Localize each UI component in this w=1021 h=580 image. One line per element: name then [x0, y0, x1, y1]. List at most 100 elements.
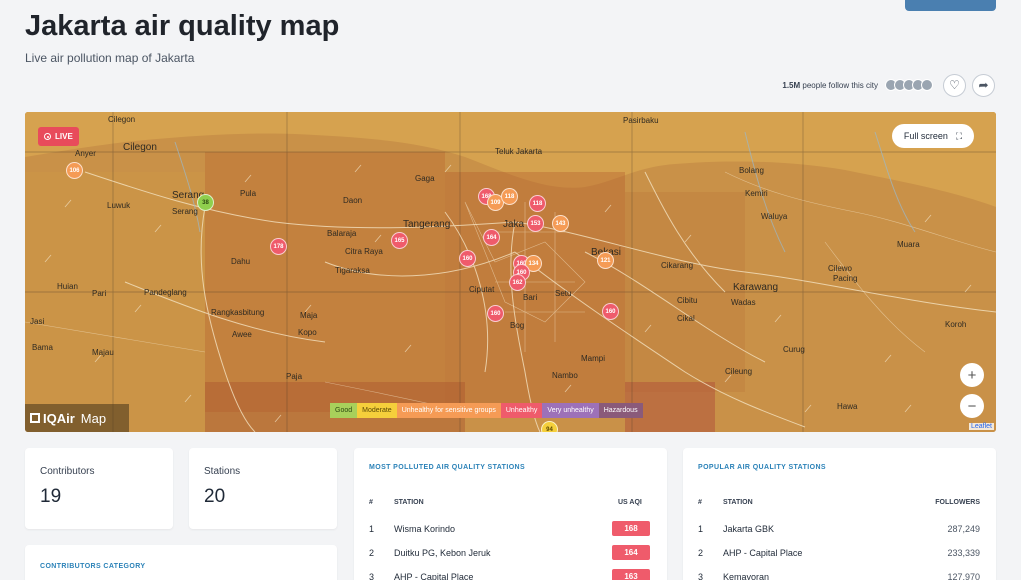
zoom-out-button[interactable]: −	[960, 394, 984, 418]
aqi-badge: 164	[612, 545, 650, 560]
map-label-anyer: Anyer	[75, 149, 96, 158]
map-label-awee: Awee	[232, 330, 252, 339]
contributors-category-card: CONTRIBUTORS CATEGORY	[25, 545, 337, 580]
aqi-marker[interactable]: 106	[66, 162, 83, 179]
map-label-cikarang: Cikarang	[661, 261, 694, 270]
rank-cell: 1	[698, 524, 704, 534]
legend-sensitive: Unhealthy for sensitive groups	[396, 403, 501, 418]
legend-very-unhealthy: Very unhealthy	[542, 403, 599, 418]
aqi-marker[interactable]: 153	[527, 215, 544, 232]
map-label-huian: Huian	[57, 282, 78, 291]
followers-count: 233,339	[947, 548, 980, 558]
page-title: Jakarta air quality map	[25, 10, 340, 42]
station-link[interactable]: Duitku PG, Kebon Jeruk	[394, 548, 491, 558]
aqi-marker[interactable]: 165	[391, 232, 408, 249]
live-icon	[44, 133, 51, 140]
rank-cell: 3	[698, 572, 704, 580]
follow-button[interactable]: ♡	[943, 73, 966, 97]
map-label-koroh: Koroh	[945, 320, 967, 329]
stations-value: 20	[204, 486, 226, 507]
aqi-marker[interactable]: 94	[541, 421, 558, 432]
map-label-majau: Majau	[92, 348, 114, 357]
map-label-cilegon-top: Cilegon	[108, 115, 136, 124]
map-label-kemiri: Kemiri	[745, 189, 768, 198]
aqi-marker[interactable]: 118	[529, 195, 546, 212]
stations-card: Stations 20	[189, 448, 337, 529]
aqi-marker[interactable]: 162	[509, 274, 526, 291]
map-label-nambo: Nambo	[552, 371, 578, 380]
share-button[interactable]: ➦	[972, 73, 995, 97]
plus-logo-icon	[30, 413, 40, 423]
map-label-karawang: Karawang	[733, 282, 779, 293]
map-label-bogor: Bog	[510, 321, 525, 330]
iqair-map-logo: IQAir Map	[25, 404, 129, 432]
expand-icon: ⛶	[955, 130, 963, 141]
follow-count-text: 1.5M people follow this city	[782, 81, 878, 90]
air-quality-map[interactable]: Cilegon Cilegon Anyer Luwuk Serang Seran…	[25, 112, 996, 432]
map-label-paja: Paja	[286, 372, 303, 381]
top-action-button[interactable]	[905, 0, 996, 11]
map-label-dahu: Dahu	[231, 257, 251, 266]
contributors-category-heading: CONTRIBUTORS CATEGORY	[40, 563, 146, 570]
map-label-daon: Daon	[343, 196, 363, 205]
map-label-waluya: Waluya	[761, 212, 788, 221]
aqi-marker[interactable]: 134	[525, 255, 542, 272]
legend-good: Good	[330, 403, 358, 418]
followers-count: 287,249	[947, 524, 980, 534]
map-label-cibitung: Cibitu	[677, 296, 698, 305]
map-label-curug: Curug	[783, 345, 805, 354]
follow-count: 1.5M	[782, 80, 801, 90]
fullscreen-label: Full screen	[903, 131, 948, 141]
map-label-pasirbaku: Pasirbaku	[623, 116, 659, 125]
aqi-marker[interactable]: 178	[270, 238, 287, 255]
legend-hazardous: Hazardous	[598, 403, 643, 418]
aqi-marker[interactable]: 143	[552, 215, 569, 232]
map-label-bama: Bama	[32, 343, 53, 352]
popular-heading: POPULAR AIR QUALITY STATIONS	[698, 464, 826, 471]
map-label-teluk: Teluk Jakarta	[495, 147, 543, 156]
map-label-muara: Muara	[897, 240, 920, 249]
station-link[interactable]: AHP - Capital Place	[394, 572, 474, 580]
map-label-jasinga: Jasi	[30, 317, 45, 326]
fullscreen-button[interactable]: Full screen ⛶	[892, 124, 974, 148]
follower-avatars	[885, 79, 933, 91]
map-label-kopo: Kopo	[298, 328, 317, 337]
zoom-in-button[interactable]: +	[960, 363, 984, 387]
aqi-marker[interactable]: 121	[597, 252, 614, 269]
col-aqi: US AQI	[618, 499, 642, 506]
map-label-bolang: Bolang	[739, 166, 764, 175]
map-label-tangerang: Tangerang	[403, 219, 451, 230]
station-link[interactable]: Wisma Korindo	[394, 524, 456, 534]
station-link[interactable]: AHP - Capital Place	[723, 548, 803, 558]
aqi-badge: 168	[612, 521, 650, 536]
aqi-legend: Good Moderate Unhealthy for sensitive gr…	[330, 403, 643, 418]
map-label-mampi: Mampi	[581, 354, 606, 363]
map-label-citraraya: Citra Raya	[345, 247, 383, 256]
rank-cell: 1	[369, 524, 375, 534]
aqi-marker[interactable]: 118	[501, 188, 518, 205]
aqi-marker[interactable]: 160	[459, 250, 476, 267]
aqi-marker[interactable]: 160	[487, 305, 504, 322]
aqi-marker[interactable]: 164	[483, 229, 500, 246]
map-label-serang: Serang	[172, 190, 205, 201]
aqi-marker[interactable]: 160	[602, 303, 619, 320]
map-label-luwuk: Luwuk	[107, 201, 131, 210]
aqi-marker[interactable]: 38	[197, 194, 214, 211]
map-label-tigaraksa: Tigaraksa	[335, 266, 370, 275]
col-rank: #	[369, 499, 373, 506]
map-label-pari: Pari	[92, 289, 107, 298]
rank-cell: 2	[369, 548, 375, 558]
follow-label: people follow this city	[802, 80, 878, 90]
rank-cell: 3	[369, 572, 375, 580]
share-icon: ➦	[978, 78, 989, 92]
stations-label: Stations	[204, 466, 241, 477]
station-link[interactable]: Kemayoran	[723, 572, 770, 580]
contributors-card: Contributors 19	[25, 448, 173, 529]
station-link[interactable]: Jakarta GBK	[723, 524, 775, 534]
avatar	[921, 79, 933, 91]
legend-moderate: Moderate	[357, 403, 397, 418]
leaflet-attribution[interactable]: Leaflet	[968, 423, 994, 430]
live-label: LIVE	[55, 132, 73, 141]
map-label-maja: Maja	[300, 311, 318, 320]
map-label-pandeglang: Pandeglang	[144, 288, 187, 297]
